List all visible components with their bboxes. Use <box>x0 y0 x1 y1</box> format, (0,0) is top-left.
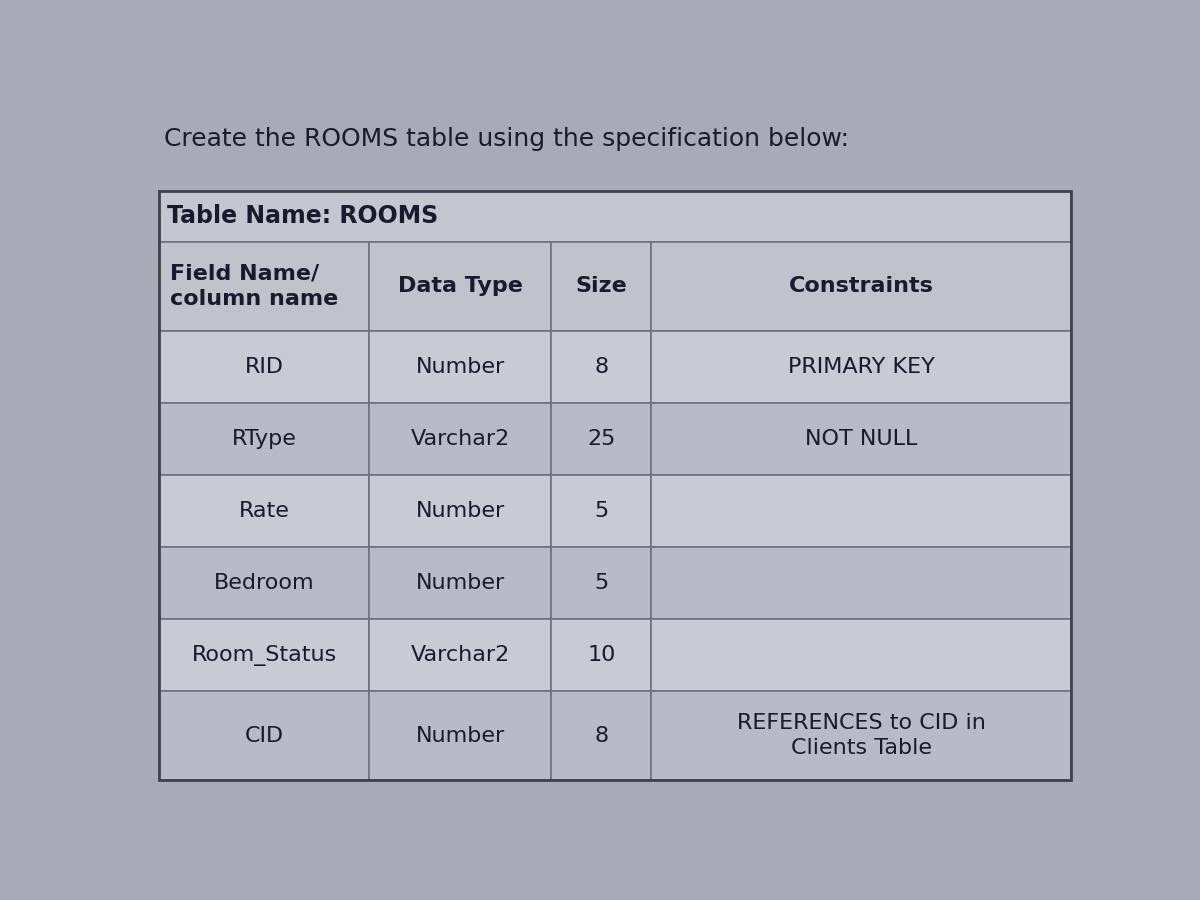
Bar <box>652 691 1070 780</box>
Text: 25: 25 <box>587 428 616 449</box>
Bar <box>368 547 551 619</box>
Bar <box>551 475 652 547</box>
Bar <box>160 403 368 475</box>
Bar <box>551 241 652 330</box>
Bar <box>551 403 652 475</box>
Text: Rate: Rate <box>239 501 289 521</box>
Text: Bedroom: Bedroom <box>214 573 314 593</box>
Bar <box>551 691 652 780</box>
Bar <box>160 547 368 619</box>
Bar <box>368 619 551 691</box>
Bar <box>160 191 1070 780</box>
Text: Varchar2: Varchar2 <box>410 645 510 665</box>
Text: CID: CID <box>245 725 283 745</box>
Bar <box>160 191 1070 241</box>
Bar <box>652 330 1070 403</box>
Text: 10: 10 <box>587 645 616 665</box>
Bar <box>160 330 368 403</box>
Text: NOT NULL: NOT NULL <box>805 428 917 449</box>
Bar <box>160 241 368 330</box>
Text: RType: RType <box>232 428 296 449</box>
Text: Field Name/
column name: Field Name/ column name <box>170 264 338 309</box>
Text: 8: 8 <box>594 725 608 745</box>
Bar <box>368 691 551 780</box>
Text: Number: Number <box>415 573 505 593</box>
Text: Number: Number <box>415 501 505 521</box>
Text: 8: 8 <box>594 356 608 377</box>
Text: 5: 5 <box>594 501 608 521</box>
Bar <box>551 547 652 619</box>
Bar <box>368 475 551 547</box>
Bar <box>160 619 368 691</box>
Bar <box>652 241 1070 330</box>
Text: Room_Status: Room_Status <box>192 644 337 665</box>
Bar <box>652 403 1070 475</box>
Bar <box>160 475 368 547</box>
Text: PRIMARY KEY: PRIMARY KEY <box>787 356 935 377</box>
Bar <box>652 619 1070 691</box>
Bar <box>368 241 551 330</box>
Text: RID: RID <box>245 356 283 377</box>
Bar <box>652 547 1070 619</box>
Bar <box>652 475 1070 547</box>
Bar <box>551 330 652 403</box>
Text: Number: Number <box>415 725 505 745</box>
Text: 5: 5 <box>594 573 608 593</box>
Text: Varchar2: Varchar2 <box>410 428 510 449</box>
Text: Table Name: ROOMS: Table Name: ROOMS <box>167 204 438 229</box>
Text: Size: Size <box>576 276 628 296</box>
Text: Create the ROOMS table using the specification below:: Create the ROOMS table using the specifi… <box>164 127 848 151</box>
Text: Data Type: Data Type <box>397 276 522 296</box>
Text: REFERENCES to CID in
Clients Table: REFERENCES to CID in Clients Table <box>737 713 985 758</box>
Text: Constraints: Constraints <box>788 276 934 296</box>
Text: Number: Number <box>415 356 505 377</box>
Bar <box>368 330 551 403</box>
Bar <box>160 691 368 780</box>
Bar <box>551 619 652 691</box>
Bar <box>368 403 551 475</box>
